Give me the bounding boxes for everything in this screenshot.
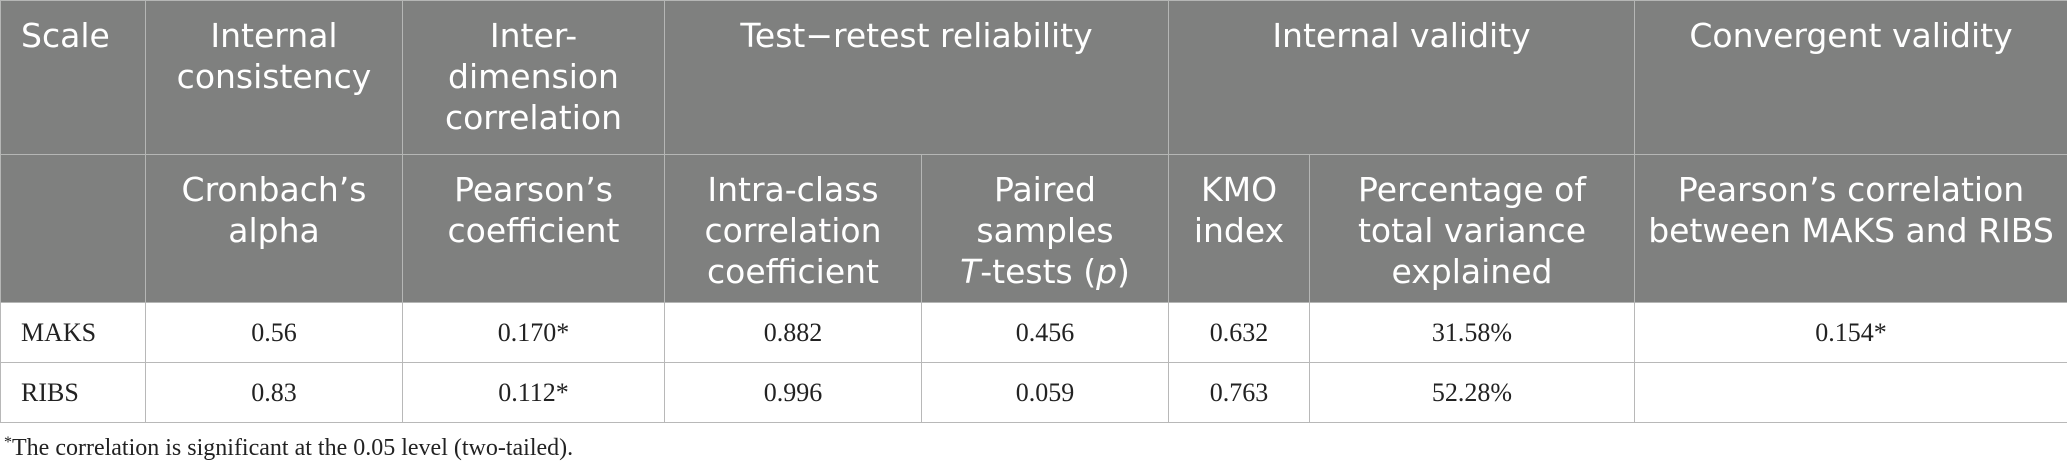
cell-cronbach: 0.83 xyxy=(145,362,403,423)
table-body: MAKS 0.56 0.170* 0.882 0.456 0.632 31.58… xyxy=(0,302,2067,423)
cell-pearson: 0.170* xyxy=(402,302,665,363)
cell-convergent: 0.154* xyxy=(1634,302,2067,363)
footnote-text: The correlation is significant at the 0.… xyxy=(12,435,574,461)
cell-kmo: 0.632 xyxy=(1168,302,1310,363)
header-paired-samples-t-tests: Paired samples T-tests (p) xyxy=(921,154,1169,303)
paired-mid-text: -tests ( xyxy=(980,252,1097,291)
header-row-2: Cronbach’s alpha Pearson’s coefficient I… xyxy=(0,154,2067,303)
paired-end-text: ) xyxy=(1117,252,1130,291)
header-inter-dimension-correlation: Inter-dimension correlation xyxy=(402,0,665,155)
cell-cronbach: 0.56 xyxy=(145,302,403,363)
cell-percent: 31.58% xyxy=(1308,302,1636,363)
header-row-1: Scale Internal consistency Inter-dimensi… xyxy=(0,0,2067,155)
cell-scale: RIBS xyxy=(0,362,146,423)
cell-convergent xyxy=(1634,362,2067,423)
table-row: MAKS 0.56 0.170* 0.882 0.456 0.632 31.58… xyxy=(0,302,2067,363)
header-empty-scale xyxy=(0,154,146,303)
table-header: Scale Internal consistency Inter-dimensi… xyxy=(0,0,2067,303)
table-row: RIBS 0.83 0.112* 0.996 0.059 0.763 52.28… xyxy=(0,362,2067,423)
reliability-validity-table: Scale Internal consistency Inter-dimensi… xyxy=(0,0,2067,423)
header-pearson-coefficient: Pearson’s coefficient xyxy=(402,154,665,303)
table-footnote: *The correlation is significant at the 0… xyxy=(4,434,573,462)
cell-percent: 52.28% xyxy=(1308,362,1636,423)
header-kmo-index: KMO index xyxy=(1168,154,1310,303)
footnote-marker: * xyxy=(4,434,12,451)
header-percentage-variance: Percentage of total variance explained xyxy=(1308,154,1636,303)
header-internal-validity: Internal validity xyxy=(1167,0,1636,155)
cell-scale: MAKS xyxy=(0,302,146,363)
results-table-wrapper: Scale Internal consistency Inter-dimensi… xyxy=(0,0,2067,423)
cell-paired: 0.456 xyxy=(921,302,1169,363)
header-cronbach-alpha: Cronbach’s alpha xyxy=(145,154,403,303)
cell-icc: 0.996 xyxy=(664,362,922,423)
header-icc: Intra-class correlation coefficient xyxy=(664,154,922,303)
header-test-retest-reliability: Test−retest reliability xyxy=(664,0,1169,155)
paired-prefix-text: Paired samples xyxy=(976,170,1114,250)
header-internal-consistency: Internal consistency xyxy=(145,0,403,155)
cell-icc: 0.882 xyxy=(664,302,922,363)
header-convergent-validity: Convergent validity xyxy=(1634,0,2067,155)
paired-p-italic: p xyxy=(1096,252,1118,291)
header-scale: Scale xyxy=(0,0,146,155)
header-pearson-between: Pearson’s correlation between MAKS and R… xyxy=(1634,154,2067,303)
cell-paired: 0.059 xyxy=(921,362,1169,423)
paired-t-italic: T xyxy=(960,252,981,291)
cell-kmo: 0.763 xyxy=(1168,362,1310,423)
cell-pearson: 0.112* xyxy=(402,362,665,423)
